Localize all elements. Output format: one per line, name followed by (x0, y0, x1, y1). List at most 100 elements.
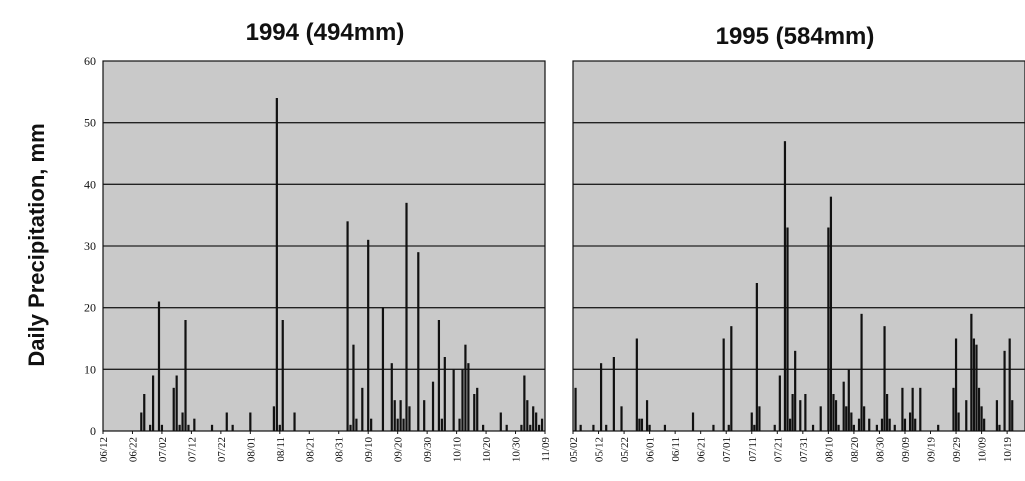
y-tick-label: 30 (84, 239, 96, 253)
x-tick-label: 08/21 (304, 437, 316, 462)
precipitation-bar (390, 363, 393, 431)
chart-panel-1994: 1994 (494mm) 0 10 20 30 40 50 60 06/12 06/22 07/02… (84, 19, 552, 462)
precipitation-bar (1003, 350, 1006, 431)
precipitation-bar (834, 400, 838, 431)
precipitation-bar (957, 412, 960, 431)
precipitation-bar (648, 424, 651, 431)
precipitation-bar (452, 369, 455, 431)
x-tick-label: 08/30 (874, 437, 886, 463)
precipitation-bar (143, 394, 146, 431)
precipitation-bar (857, 418, 861, 431)
x-tick-label: 05/12 (594, 437, 606, 462)
precipitation-bar (396, 418, 399, 431)
precipitation-bar (437, 320, 441, 431)
precipitation-bar (579, 424, 582, 431)
precipitation-bar (367, 239, 370, 431)
precipitation-bar (458, 418, 461, 431)
precipitation-bar (172, 387, 175, 431)
precipitation-bar (440, 418, 443, 431)
y-tick-label: 20 (84, 301, 96, 315)
x-tick-label: 10/10 (452, 437, 464, 463)
precipitation-bar (520, 424, 523, 431)
precipitation-bar (778, 375, 781, 431)
precipitation-bar (393, 400, 396, 431)
precipitation-bar (880, 418, 884, 431)
precipitation-bar (842, 381, 845, 431)
precipitation-bar (758, 406, 761, 431)
precipitation-bar (911, 387, 914, 431)
precipitation-bar (355, 418, 358, 431)
x-tick-label: 06/21 (696, 437, 708, 462)
y-axis-title: Daily Precipitation, mm (24, 123, 49, 366)
x-tick-label: 09/10 (363, 437, 375, 463)
precipitation-bar (819, 406, 822, 431)
precipitation-bar (794, 350, 797, 431)
x-tick-label: 06/12 (98, 437, 110, 462)
precipitation-bar (402, 418, 405, 431)
precipitation-bar (473, 394, 476, 431)
x-tick-label: 08/10 (823, 437, 835, 463)
precipitation-bar (722, 338, 725, 431)
precipitation-bar (193, 418, 196, 431)
precipitation-bar (1011, 400, 1014, 431)
x-tick-label: 08/31 (334, 437, 346, 462)
precipitation-bar (980, 406, 983, 431)
x-tick-label: 09/20 (393, 437, 405, 463)
precipitation-bar (1008, 338, 1011, 431)
precipitation-bar (860, 313, 863, 431)
x-tick-label: 09/29 (951, 437, 963, 463)
x-tick-label: 07/02 (157, 437, 169, 462)
precipitation-bar (175, 375, 178, 431)
precipitation-bar (160, 424, 164, 431)
precipitation-bar (225, 412, 228, 431)
precipitation-bar (727, 424, 730, 431)
precipitation-bar (612, 357, 615, 431)
x-tick-label: 06/01 (645, 437, 657, 462)
precipitation-bar (832, 394, 835, 431)
precipitation-bar (467, 363, 470, 431)
x-tick-label: 05/22 (619, 437, 631, 462)
precipitation-bar (845, 406, 848, 431)
precipitation-bar (888, 418, 891, 431)
x-tick-label: 10/20 (481, 437, 493, 463)
precipitation-bar (275, 98, 278, 431)
x-tick-label: 11/09 (540, 437, 552, 462)
precipitation-bar (423, 400, 426, 431)
precipitation-bar (886, 394, 889, 431)
precipitation-bar (937, 424, 940, 431)
precipitation-bar (635, 338, 638, 431)
precipitation-bar (663, 424, 667, 431)
precipitation-bar (998, 424, 1001, 431)
precipitation-bar (827, 227, 830, 431)
precipitation-bar (157, 301, 161, 431)
x-tick-label: 09/09 (900, 437, 912, 463)
x-tick-label: 07/01 (721, 437, 733, 462)
precipitation-bar (184, 320, 187, 431)
precipitation-bar (476, 387, 479, 431)
precipitation-bar (431, 381, 435, 431)
x-tick-label: 05/02 (568, 437, 580, 462)
precipitation-bar (599, 363, 603, 431)
precipitation-bar (788, 418, 792, 431)
precipitation-bar (231, 424, 234, 431)
precipitation-bar (417, 252, 420, 431)
precipitation-bar (755, 283, 758, 431)
x-tick-label: 08/01 (245, 437, 257, 462)
precipitation-bar (293, 412, 296, 431)
x-tick-label: 10/30 (511, 437, 523, 463)
precipitation-bar (505, 424, 508, 431)
y-tick-label: 40 (84, 177, 96, 191)
x-tick-label: 10/09 (977, 437, 989, 463)
x-tick-label: 07/11 (747, 437, 759, 462)
precipitation-bar (249, 412, 252, 431)
x-tick-label: 07/21 (772, 437, 784, 462)
precipitation-bar (278, 424, 281, 431)
precipitation-bar (529, 424, 532, 431)
precipitation-bar (540, 418, 544, 431)
precipitation-bar (210, 424, 214, 431)
precipitation-bar (526, 400, 529, 431)
precipitation-bar (346, 221, 349, 431)
precipitation-bar (640, 418, 644, 431)
precipitation-bar (408, 406, 411, 431)
